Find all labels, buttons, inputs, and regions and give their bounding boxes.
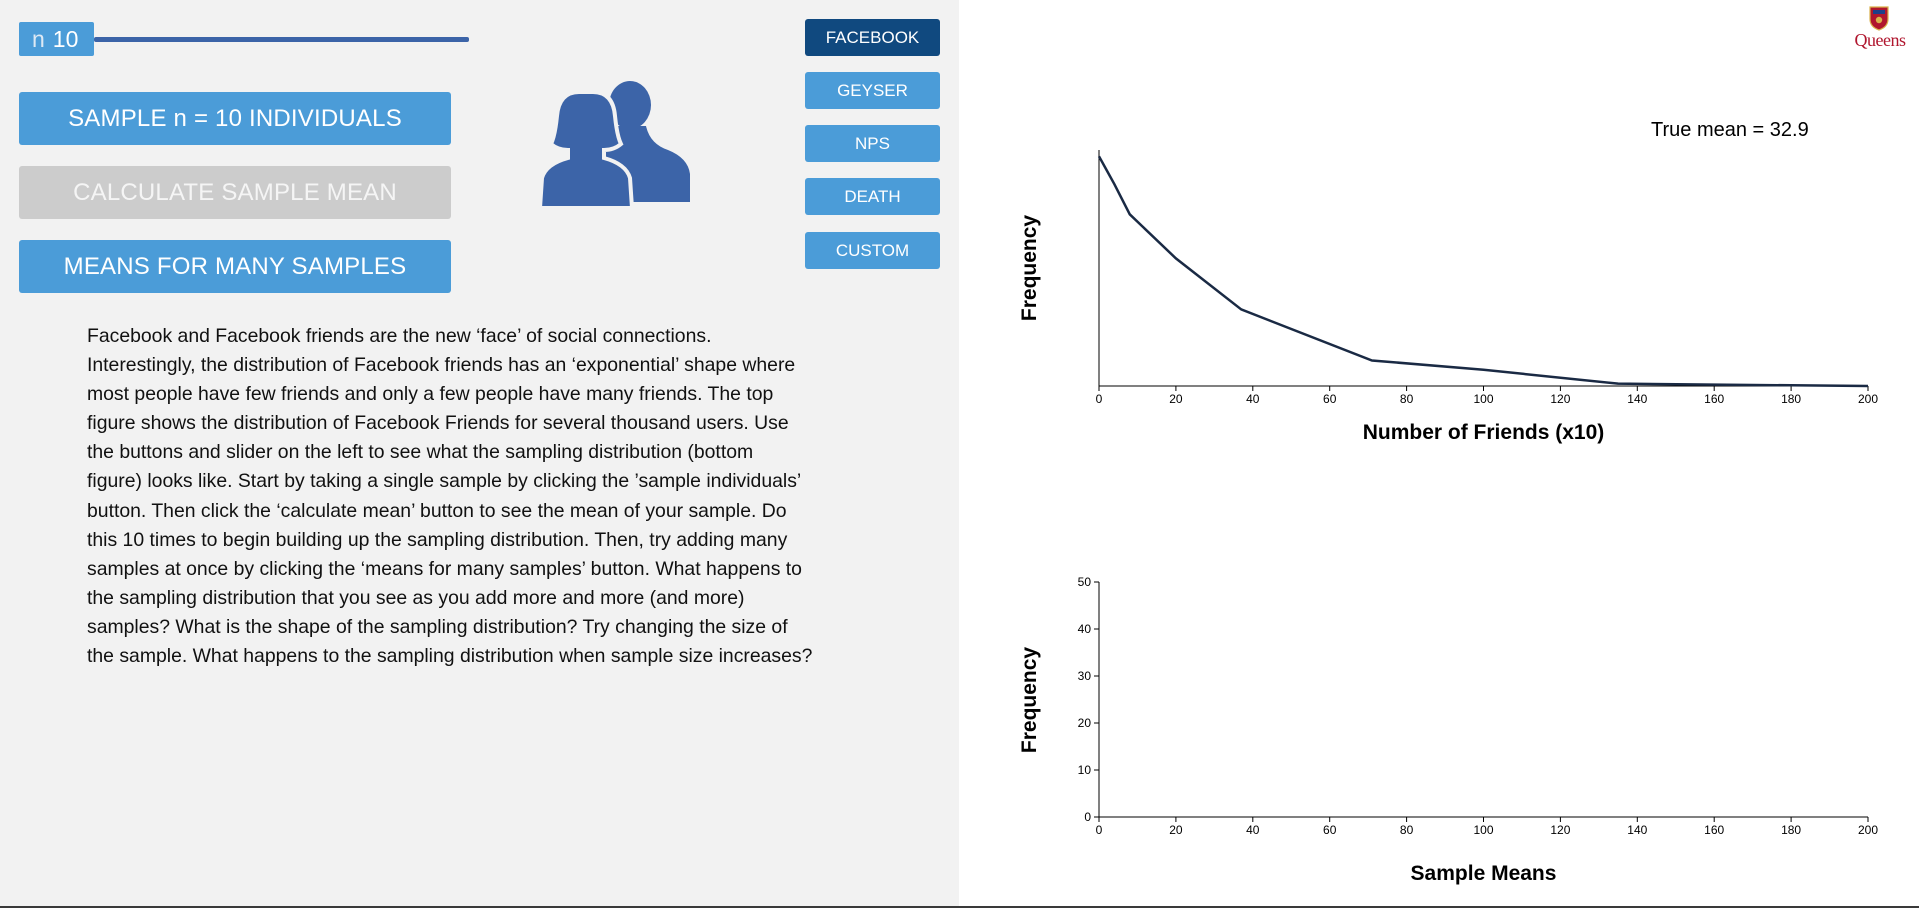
controls-panel: n 10 SAMPLE n = 10 INDIVIDUALS CALCULATE … [0,0,959,906]
means-for-many-samples-button[interactable]: MEANS FOR MANY SAMPLES [19,240,451,293]
sample-individuals-button[interactable]: SAMPLE n = 10 INDIVIDUALS [19,92,451,145]
queens-logo: Queens [1848,6,1912,52]
dataset-nps-button[interactable]: NPS [805,125,940,162]
dataset-death-button[interactable]: DEATH [805,178,940,215]
calculate-sample-mean-button[interactable]: CALCULATE SAMPLE MEAN [19,166,451,219]
sample-size-badge: n 10 [19,22,94,56]
dataset-facebook-button[interactable]: FACEBOOK [805,19,940,56]
queens-crest-icon [1869,6,1889,31]
sample-size-slider[interactable]: n 10 [19,22,469,56]
sample-size-value: 10 [52,26,79,52]
description-text: Facebook and Facebook friends are the ne… [87,325,813,668]
dataset-geyser-button[interactable]: GEYSER [805,72,940,109]
sample-size-label: n [32,26,45,52]
queens-wordmark: Queens [1854,30,1906,50]
bottom-divider [0,906,1919,908]
slider-track[interactable] [94,37,469,42]
two-people-icon [537,81,690,208]
charts-panel [959,0,1919,906]
true-mean-label: True mean = 32.9 [1651,119,1809,141]
dataset-custom-button[interactable]: CUSTOM [805,232,940,269]
